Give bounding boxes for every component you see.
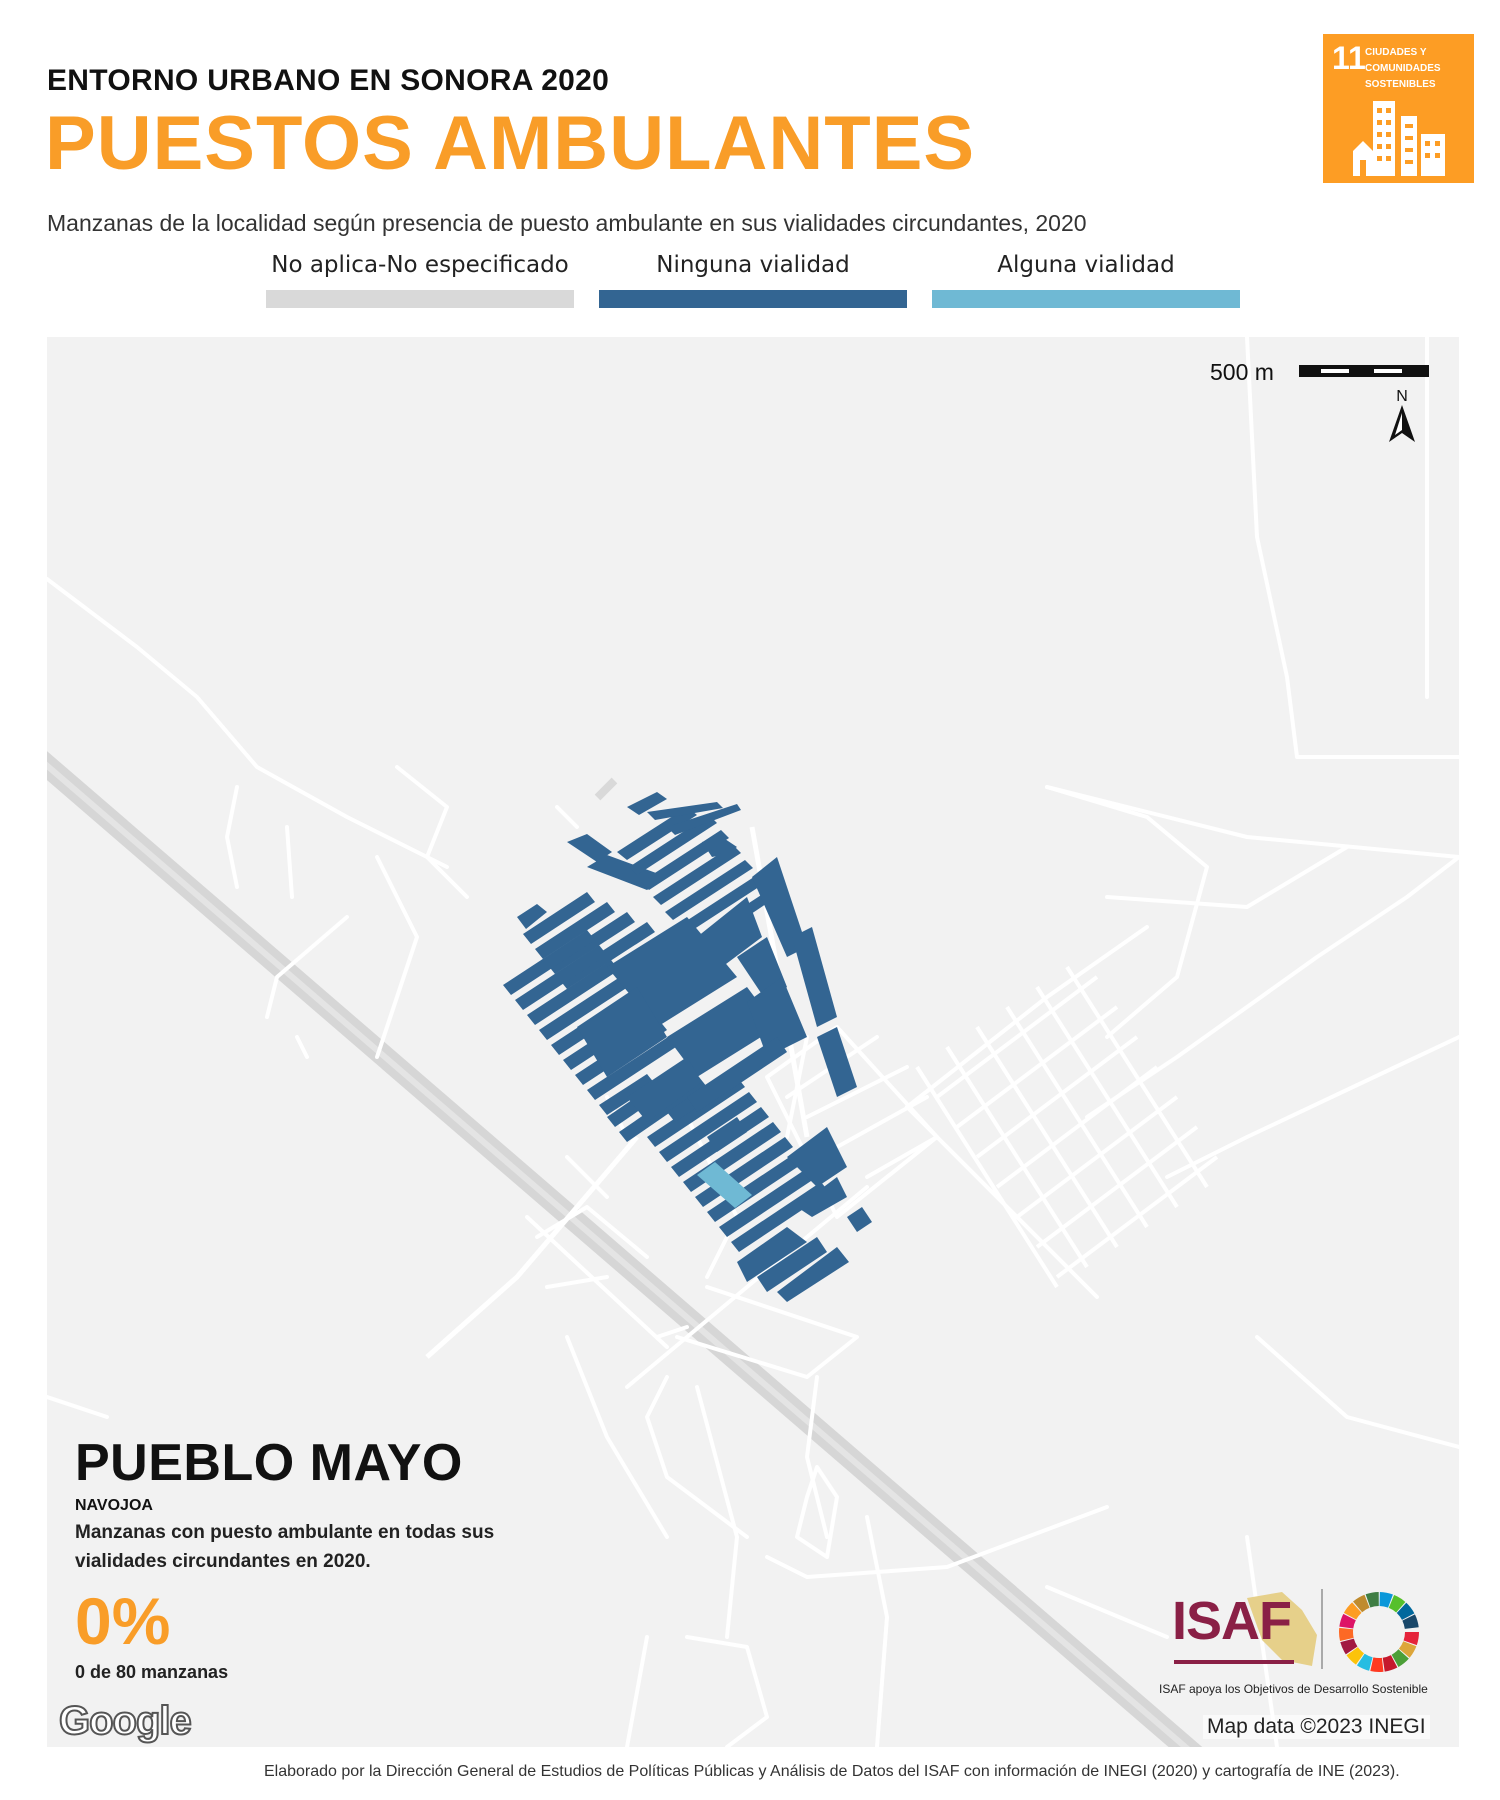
street-grid [915,965,1219,1289]
legend-label: Ninguna vialidad [656,252,850,278]
map-panel[interactable]: 500 m N PUEBLO MAYO NAVOJOA Manzanas con… [47,337,1459,1747]
map-credit: Map data ©2023 INEGI [1203,1715,1430,1739]
legend-item-ninguna: Ninguna vialidad [599,250,907,308]
page-title: PUESTOS AMBULANTES [45,101,976,186]
indicator-percent: 0% [75,1584,171,1658]
indicator-description: Manzanas con puesto ambulante en todas s… [75,1522,495,1572]
logos-divider [1321,1589,1323,1669]
block-no-aplica [594,777,618,801]
highway [47,751,1203,1747]
legend-label: No aplica-No especificado [271,252,569,278]
isaf-wordmark: ISAF [1172,1591,1292,1651]
legend-item-alguna: Alguna vialidad [932,250,1240,308]
footer-source-note: Elaborado por la Dirección General de Es… [264,1763,1400,1780]
legend-item-no-aplica: No aplica-No especificado [266,250,574,308]
legend-label: Alguna vialidad [997,252,1175,278]
municipality-name: NAVOJOA [75,1497,153,1514]
header-supertitle: ENTORNO URBANO EN SONORA 2020 [47,64,610,97]
logos-caption: ISAF apoya los Objetivos de Desarrollo S… [1159,1682,1428,1696]
sdg-wheel-icon [1339,1592,1419,1672]
indicator-count: 0 de 80 manzanas [75,1662,229,1682]
sdg-11-badge: 11 CIUDADES Y COMUNIDADES SOSTENIBLES [1323,34,1474,183]
scale-bar [1299,365,1429,377]
legend-swatch [932,290,1240,308]
north-arrow-icon: N [1389,388,1415,442]
city-icon [1353,101,1445,176]
svg-text:N: N [1396,388,1408,405]
isaf-underline [1174,1660,1294,1664]
legend-swatch [599,290,907,308]
google-logo: Google [58,1698,193,1744]
sdg-number: 11 [1332,40,1366,76]
scale-label: 500 m [1210,359,1274,385]
isaf-logo: ISAF [1172,1590,1324,1676]
sdg-text: CIUDADES Y COMUNIDADES SOSTENIBLES [1365,47,1441,90]
blocks-ninguna-vialidad [503,792,872,1302]
block-alguna-vialidad [697,1162,752,1208]
locality-info: PUEBLO MAYO NAVOJOA Manzanas con puesto … [75,1437,545,1683]
locality-name: PUEBLO MAYO [75,1434,463,1492]
sonora-map-icon [1247,1592,1317,1666]
legend-swatch [266,290,574,308]
map-canvas[interactable] [47,337,1459,1747]
map-subtitle: Manzanas de la localidad según presencia… [47,210,1087,236]
